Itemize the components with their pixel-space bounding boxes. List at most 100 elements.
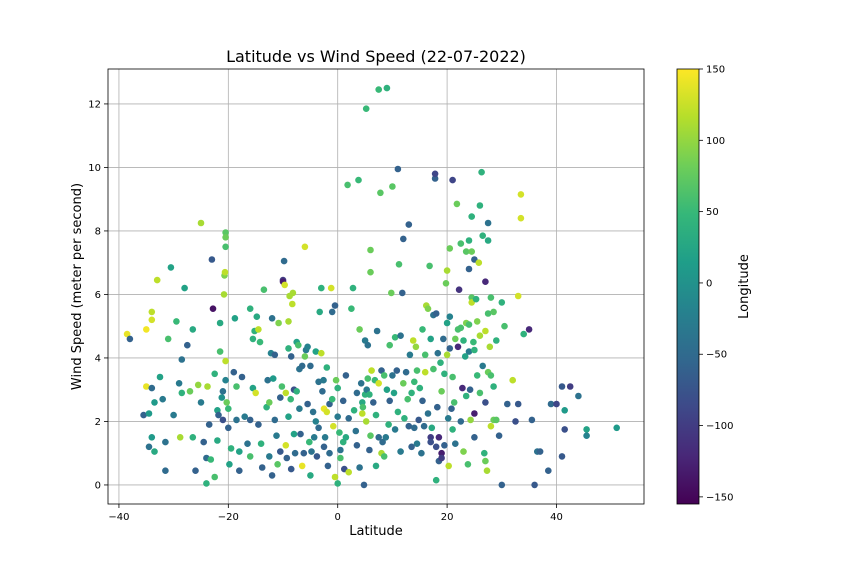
scatter-point — [218, 394, 226, 401]
y-tick-label: 4 — [95, 353, 101, 364]
scatter-point — [406, 351, 414, 359]
scatter-point — [389, 372, 396, 379]
y-tick-label: 2 — [95, 417, 101, 428]
scatter-point — [297, 430, 304, 438]
scatter-point — [148, 434, 156, 441]
scatter-point — [222, 376, 229, 384]
scatter-point — [520, 330, 527, 338]
scatter-point — [316, 308, 324, 316]
colorbar-ticks: −150 −100 −50 0 50 100 150 — [699, 65, 733, 503]
scatter-point — [498, 481, 506, 489]
scatter-point — [443, 351, 451, 359]
scatter-point — [186, 388, 194, 395]
scatter-point — [405, 221, 413, 228]
scatter-point — [389, 183, 396, 190]
scatter-point — [457, 418, 465, 425]
scatter-point — [416, 384, 424, 392]
scatter-point — [471, 434, 478, 441]
scatter-point — [372, 411, 380, 419]
scatter-point — [277, 448, 284, 455]
scatter-point — [337, 454, 344, 462]
scatter-point — [402, 368, 410, 376]
scatter-point — [268, 315, 276, 322]
scatter-point — [482, 399, 489, 406]
y-tick-label: 10 — [88, 163, 101, 174]
scatter-point — [253, 313, 261, 321]
scatter-point — [362, 418, 370, 425]
scatter-point — [207, 456, 215, 463]
scatter-point — [468, 213, 476, 220]
scatter-point — [255, 326, 262, 333]
scatter-point — [383, 84, 391, 92]
scatter-point — [140, 411, 147, 419]
scatter-point — [493, 337, 500, 344]
scatter-point — [473, 318, 481, 325]
scatter-point — [349, 284, 357, 292]
scatter-point — [342, 434, 350, 441]
colorbar-tick-label: 0 — [706, 278, 712, 289]
colorbar-label: Longitude — [737, 254, 752, 319]
scatter-point — [211, 370, 218, 378]
scatter-point — [145, 443, 153, 451]
scatter-point — [326, 449, 333, 457]
scatter-point — [216, 348, 224, 355]
scatter-point — [446, 245, 454, 252]
scatter-point — [359, 410, 366, 417]
scatter-point — [336, 429, 343, 436]
scatter-point — [553, 400, 560, 408]
scatter-point — [151, 448, 158, 455]
scatter-point — [312, 348, 320, 355]
scatter-point — [285, 345, 292, 352]
scatter-point — [309, 408, 317, 416]
scatter-point — [360, 481, 368, 489]
scatter-point — [434, 403, 441, 411]
scatter-point — [495, 432, 503, 440]
scatter-point — [233, 416, 240, 424]
scatter-point — [219, 388, 227, 395]
scatter-point — [289, 300, 296, 308]
scatter-point — [472, 295, 480, 303]
scatter-point — [583, 432, 590, 440]
scatter-point — [399, 289, 406, 297]
scatter-point — [319, 388, 326, 395]
scatter-point — [359, 403, 367, 411]
scatter-point — [449, 426, 456, 433]
scatter-point — [332, 376, 340, 384]
scatter-point — [400, 380, 407, 387]
scatter-point — [484, 237, 492, 244]
scatter-point — [192, 467, 199, 475]
scatter-point — [307, 362, 314, 370]
scatter-point — [484, 219, 492, 227]
scatter-point — [490, 383, 497, 390]
scatter-point — [298, 362, 306, 370]
scatter-point — [273, 432, 280, 440]
scatter-point — [357, 380, 365, 387]
y-tick-label: 12 — [88, 99, 101, 110]
scatter-point — [504, 400, 511, 408]
scatter-point — [244, 440, 251, 448]
scatter-point — [230, 368, 238, 376]
scatter-point — [476, 332, 484, 340]
colorbar-frame — [676, 68, 700, 505]
scatter-point — [375, 434, 383, 441]
scatter-point — [315, 424, 322, 432]
scatter-point — [382, 434, 390, 441]
scatter-point — [391, 334, 399, 341]
scatter-point — [222, 357, 229, 365]
scatter-point — [493, 416, 500, 424]
scatter-point — [476, 389, 484, 397]
scatter-point — [438, 454, 445, 462]
scatter-point — [487, 422, 495, 430]
scatter-point — [397, 332, 404, 340]
scatter-point — [285, 318, 292, 325]
scatter-point — [123, 330, 131, 338]
colorbar-tick-label: −50 — [706, 350, 727, 361]
scatter-point — [252, 389, 259, 397]
scatter-point — [225, 424, 232, 432]
scatter-point — [364, 375, 372, 382]
scatter-point — [370, 399, 377, 406]
scatter-point — [379, 438, 386, 446]
chart-title: Latitude vs Wind Speed (22-07-2022) — [226, 47, 526, 66]
scatter-point — [339, 397, 347, 405]
